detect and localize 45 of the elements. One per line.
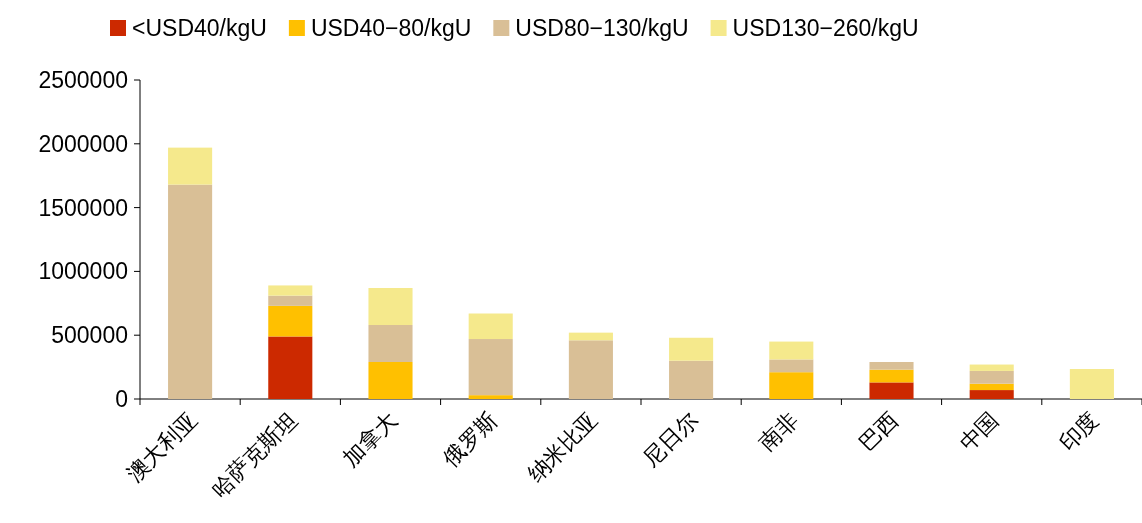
bar	[468, 313, 513, 340]
bar	[869, 362, 914, 370]
bar	[969, 383, 1014, 391]
x-tick-label: 巴西	[854, 406, 904, 456]
y-tick-label: 1000000	[38, 258, 128, 285]
bar	[268, 295, 313, 306]
bar	[468, 395, 513, 399]
y-tick-label: 500000	[51, 322, 128, 349]
bar	[168, 184, 213, 399]
x-tick-label: 纳米比亚	[522, 406, 603, 487]
x-tick-label: 南非	[754, 406, 803, 456]
bar	[969, 390, 1014, 399]
x-tick-label: 哈萨克斯坦	[206, 406, 302, 503]
bar	[869, 382, 914, 399]
bar	[268, 336, 313, 399]
bar	[168, 147, 213, 185]
bar	[368, 324, 413, 362]
bar	[669, 337, 714, 361]
bar	[869, 369, 914, 383]
bar	[368, 287, 413, 325]
y-tick-label: 2000000	[38, 130, 128, 157]
x-tick-label: 尼日尔	[638, 406, 703, 472]
bar	[568, 332, 613, 341]
bar	[769, 341, 814, 360]
x-tick-label: 中国	[954, 406, 1004, 456]
y-tick-label: 1500000	[38, 194, 128, 221]
x-tick-label: 俄罗斯	[437, 406, 503, 472]
legend-label: USD130−260/kgU	[732, 15, 919, 41]
x-tick-label: 印度	[1054, 406, 1104, 456]
x-tick-label: 加拿大	[337, 406, 403, 472]
bar	[268, 305, 313, 337]
bar	[969, 370, 1014, 384]
legend-label: USD40−80/kgU	[310, 15, 472, 41]
bar	[268, 285, 313, 296]
bar	[368, 362, 413, 399]
bar	[1069, 369, 1114, 399]
legend-label: USD80−130/kgU	[515, 15, 689, 41]
bar	[568, 340, 613, 399]
bar	[969, 364, 1014, 371]
bar	[769, 359, 814, 373]
bar	[468, 339, 513, 396]
bar	[769, 372, 814, 399]
y-tick-label: 2500000	[38, 67, 128, 93]
legend-label: <USD40/kgU	[132, 15, 267, 41]
bar	[669, 360, 714, 399]
